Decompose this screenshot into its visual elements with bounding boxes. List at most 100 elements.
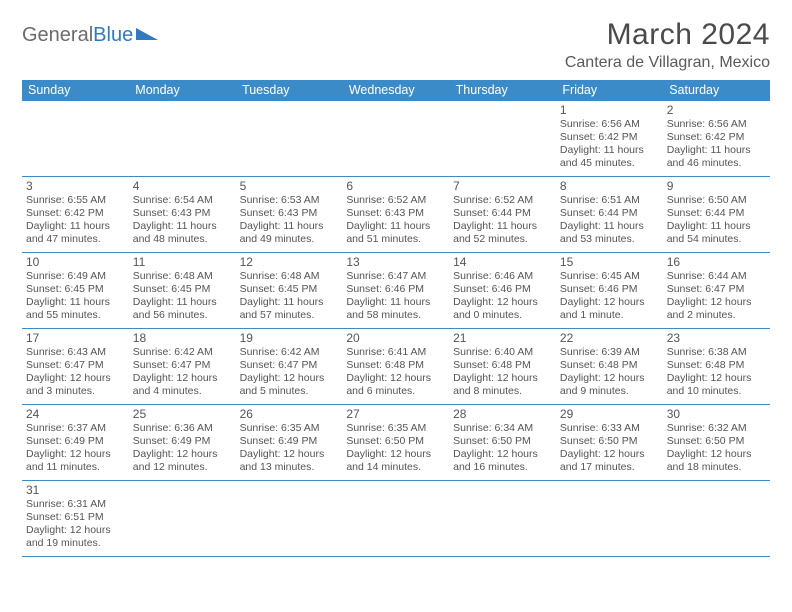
calendar-day-cell [236,481,343,557]
calendar-day-cell [129,481,236,557]
day-details: Sunrise: 6:49 AM Sunset: 6:45 PM Dayligh… [26,270,125,323]
calendar-day-cell [663,481,770,557]
day-number: 6 [346,179,445,193]
calendar-day-cell: 7Sunrise: 6:52 AM Sunset: 6:44 PM Daylig… [449,177,556,253]
day-number: 4 [133,179,232,193]
day-details: Sunrise: 6:52 AM Sunset: 6:44 PM Dayligh… [453,194,552,247]
day-number: 1 [560,103,659,117]
brand-part1: General [22,24,93,47]
calendar-day-cell: 30Sunrise: 6:32 AM Sunset: 6:50 PM Dayli… [663,405,770,481]
day-number: 27 [346,407,445,421]
day-details: Sunrise: 6:51 AM Sunset: 6:44 PM Dayligh… [560,194,659,247]
calendar-day-cell: 16Sunrise: 6:44 AM Sunset: 6:47 PM Dayli… [663,253,770,329]
calendar-day-cell: 2Sunrise: 6:56 AM Sunset: 6:42 PM Daylig… [663,101,770,177]
calendar-day-cell: 31Sunrise: 6:31 AM Sunset: 6:51 PM Dayli… [22,481,129,557]
brand-logo: GeneralBlue [22,18,158,47]
calendar-day-cell: 8Sunrise: 6:51 AM Sunset: 6:44 PM Daylig… [556,177,663,253]
calendar-day-cell: 20Sunrise: 6:41 AM Sunset: 6:48 PM Dayli… [342,329,449,405]
calendar-day-cell: 22Sunrise: 6:39 AM Sunset: 6:48 PM Dayli… [556,329,663,405]
weekday-header: Wednesday [342,80,449,101]
location-subtitle: Cantera de Villagran, Mexico [565,54,770,72]
day-details: Sunrise: 6:45 AM Sunset: 6:46 PM Dayligh… [560,270,659,323]
day-number: 30 [667,407,766,421]
day-number: 17 [26,331,125,345]
calendar-day-cell: 10Sunrise: 6:49 AM Sunset: 6:45 PM Dayli… [22,253,129,329]
month-title: March 2024 [565,18,770,52]
calendar-day-cell: 19Sunrise: 6:42 AM Sunset: 6:47 PM Dayli… [236,329,343,405]
day-details: Sunrise: 6:54 AM Sunset: 6:43 PM Dayligh… [133,194,232,247]
day-details: Sunrise: 6:34 AM Sunset: 6:50 PM Dayligh… [453,422,552,475]
day-number: 12 [240,255,339,269]
calendar-day-cell: 13Sunrise: 6:47 AM Sunset: 6:46 PM Dayli… [342,253,449,329]
calendar-day-cell: 27Sunrise: 6:35 AM Sunset: 6:50 PM Dayli… [342,405,449,481]
day-number: 8 [560,179,659,193]
calendar-day-cell: 29Sunrise: 6:33 AM Sunset: 6:50 PM Dayli… [556,405,663,481]
calendar-week-row: 31Sunrise: 6:31 AM Sunset: 6:51 PM Dayli… [22,481,770,557]
flag-icon [136,28,158,42]
day-number: 15 [560,255,659,269]
calendar-week-row: 10Sunrise: 6:49 AM Sunset: 6:45 PM Dayli… [22,253,770,329]
day-number: 26 [240,407,339,421]
weekday-header: Friday [556,80,663,101]
calendar-table: Sunday Monday Tuesday Wednesday Thursday… [22,80,770,557]
calendar-day-cell [449,481,556,557]
day-number: 31 [26,483,125,497]
day-details: Sunrise: 6:38 AM Sunset: 6:48 PM Dayligh… [667,346,766,399]
day-details: Sunrise: 6:37 AM Sunset: 6:49 PM Dayligh… [26,422,125,475]
day-details: Sunrise: 6:55 AM Sunset: 6:42 PM Dayligh… [26,194,125,247]
day-number: 2 [667,103,766,117]
calendar-body: 1Sunrise: 6:56 AM Sunset: 6:42 PM Daylig… [22,101,770,557]
calendar-day-cell: 14Sunrise: 6:46 AM Sunset: 6:46 PM Dayli… [449,253,556,329]
day-number: 24 [26,407,125,421]
day-details: Sunrise: 6:48 AM Sunset: 6:45 PM Dayligh… [133,270,232,323]
calendar-day-cell: 4Sunrise: 6:54 AM Sunset: 6:43 PM Daylig… [129,177,236,253]
day-details: Sunrise: 6:52 AM Sunset: 6:43 PM Dayligh… [346,194,445,247]
calendar-day-cell: 11Sunrise: 6:48 AM Sunset: 6:45 PM Dayli… [129,253,236,329]
calendar-day-cell [556,481,663,557]
day-details: Sunrise: 6:39 AM Sunset: 6:48 PM Dayligh… [560,346,659,399]
day-details: Sunrise: 6:31 AM Sunset: 6:51 PM Dayligh… [26,498,125,551]
day-number: 16 [667,255,766,269]
day-details: Sunrise: 6:32 AM Sunset: 6:50 PM Dayligh… [667,422,766,475]
header: GeneralBlue March 2024 Cantera de Villag… [22,18,770,72]
calendar-day-cell: 1Sunrise: 6:56 AM Sunset: 6:42 PM Daylig… [556,101,663,177]
calendar-day-cell: 3Sunrise: 6:55 AM Sunset: 6:42 PM Daylig… [22,177,129,253]
day-number: 5 [240,179,339,193]
calendar-day-cell [22,101,129,177]
calendar-week-row: 3Sunrise: 6:55 AM Sunset: 6:42 PM Daylig… [22,177,770,253]
calendar-week-row: 17Sunrise: 6:43 AM Sunset: 6:47 PM Dayli… [22,329,770,405]
calendar-day-cell: 26Sunrise: 6:35 AM Sunset: 6:49 PM Dayli… [236,405,343,481]
calendar-day-cell: 24Sunrise: 6:37 AM Sunset: 6:49 PM Dayli… [22,405,129,481]
day-details: Sunrise: 6:41 AM Sunset: 6:48 PM Dayligh… [346,346,445,399]
calendar-day-cell: 9Sunrise: 6:50 AM Sunset: 6:44 PM Daylig… [663,177,770,253]
day-details: Sunrise: 6:35 AM Sunset: 6:49 PM Dayligh… [240,422,339,475]
calendar-day-cell: 6Sunrise: 6:52 AM Sunset: 6:43 PM Daylig… [342,177,449,253]
title-block: March 2024 Cantera de Villagran, Mexico [565,18,770,72]
day-number: 13 [346,255,445,269]
weekday-header: Sunday [22,80,129,101]
day-details: Sunrise: 6:35 AM Sunset: 6:50 PM Dayligh… [346,422,445,475]
weekday-header: Monday [129,80,236,101]
day-details: Sunrise: 6:44 AM Sunset: 6:47 PM Dayligh… [667,270,766,323]
day-number: 11 [133,255,232,269]
calendar-day-cell: 28Sunrise: 6:34 AM Sunset: 6:50 PM Dayli… [449,405,556,481]
calendar-week-row: 24Sunrise: 6:37 AM Sunset: 6:49 PM Dayli… [22,405,770,481]
brand-part2: Blue [93,24,133,47]
calendar-day-cell: 25Sunrise: 6:36 AM Sunset: 6:49 PM Dayli… [129,405,236,481]
calendar-day-cell: 15Sunrise: 6:45 AM Sunset: 6:46 PM Dayli… [556,253,663,329]
day-details: Sunrise: 6:50 AM Sunset: 6:44 PM Dayligh… [667,194,766,247]
day-number: 29 [560,407,659,421]
calendar-header-row: Sunday Monday Tuesday Wednesday Thursday… [22,80,770,101]
day-number: 23 [667,331,766,345]
day-number: 10 [26,255,125,269]
day-number: 14 [453,255,552,269]
day-details: Sunrise: 6:56 AM Sunset: 6:42 PM Dayligh… [667,118,766,171]
day-details: Sunrise: 6:46 AM Sunset: 6:46 PM Dayligh… [453,270,552,323]
day-details: Sunrise: 6:48 AM Sunset: 6:45 PM Dayligh… [240,270,339,323]
day-number: 21 [453,331,552,345]
day-number: 25 [133,407,232,421]
day-details: Sunrise: 6:56 AM Sunset: 6:42 PM Dayligh… [560,118,659,171]
calendar-day-cell: 12Sunrise: 6:48 AM Sunset: 6:45 PM Dayli… [236,253,343,329]
calendar-day-cell: 23Sunrise: 6:38 AM Sunset: 6:48 PM Dayli… [663,329,770,405]
day-details: Sunrise: 6:36 AM Sunset: 6:49 PM Dayligh… [133,422,232,475]
